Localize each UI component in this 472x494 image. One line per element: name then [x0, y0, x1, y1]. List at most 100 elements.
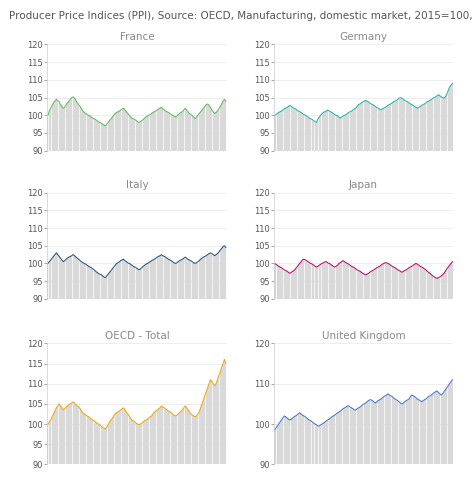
Bar — [442, 394, 443, 464]
Bar — [415, 108, 417, 151]
Bar — [441, 276, 442, 299]
Bar — [168, 411, 169, 464]
Bar — [164, 408, 165, 464]
Bar — [278, 266, 279, 299]
Bar — [376, 268, 377, 299]
Bar — [366, 101, 368, 151]
Bar — [92, 118, 93, 151]
Bar — [350, 265, 351, 299]
Bar — [278, 113, 279, 151]
Bar — [193, 263, 194, 299]
Bar — [425, 270, 426, 299]
Bar — [289, 105, 290, 151]
Bar — [302, 114, 303, 151]
Bar — [390, 396, 391, 464]
Bar — [303, 115, 304, 151]
Bar — [122, 409, 123, 464]
Bar — [108, 123, 109, 151]
Bar — [428, 397, 429, 464]
Bar — [123, 408, 124, 464]
Bar — [347, 114, 348, 151]
Bar — [144, 118, 145, 151]
Bar — [352, 409, 354, 464]
Bar — [294, 271, 295, 299]
Bar — [112, 117, 113, 151]
Bar — [126, 262, 127, 299]
Bar — [301, 113, 302, 151]
Bar — [317, 266, 319, 299]
Bar — [96, 423, 98, 464]
Bar — [102, 276, 103, 299]
Bar — [291, 272, 292, 299]
Bar — [82, 412, 84, 464]
Bar — [277, 265, 278, 299]
Bar — [407, 102, 408, 151]
Bar — [187, 259, 189, 299]
Bar — [49, 111, 50, 151]
Bar — [85, 264, 86, 299]
Bar — [281, 111, 282, 151]
Bar — [298, 414, 299, 464]
Bar — [365, 403, 366, 464]
Bar — [145, 420, 147, 464]
Bar — [194, 417, 195, 464]
Bar — [375, 106, 376, 151]
Bar — [371, 104, 372, 151]
Bar — [103, 428, 104, 464]
Bar — [92, 420, 93, 464]
Bar — [330, 264, 331, 299]
Bar — [317, 119, 319, 151]
Bar — [161, 406, 162, 464]
Bar — [427, 398, 428, 464]
Bar — [176, 116, 177, 151]
Bar — [355, 108, 356, 151]
Bar — [176, 263, 177, 299]
Bar — [172, 115, 173, 151]
Bar — [151, 114, 152, 151]
Bar — [172, 262, 173, 299]
Bar — [327, 110, 329, 151]
Bar — [438, 278, 439, 299]
Bar — [56, 408, 57, 464]
Bar — [85, 415, 86, 464]
Bar — [310, 421, 312, 464]
Bar — [428, 101, 429, 151]
Bar — [177, 414, 179, 464]
Bar — [418, 108, 420, 151]
Bar — [141, 268, 143, 299]
Bar — [408, 103, 410, 151]
Bar — [326, 262, 327, 299]
Bar — [131, 420, 133, 464]
Bar — [323, 263, 324, 299]
Bar — [420, 266, 421, 299]
Bar — [373, 402, 375, 464]
Bar — [120, 410, 121, 464]
Bar — [155, 411, 156, 464]
Bar — [199, 114, 200, 151]
Bar — [145, 264, 147, 299]
Bar — [80, 409, 81, 464]
Bar — [67, 258, 68, 299]
Bar — [292, 418, 293, 464]
Bar — [192, 115, 193, 151]
Bar — [449, 87, 450, 151]
Bar — [369, 272, 371, 299]
Bar — [173, 415, 175, 464]
Bar — [167, 410, 168, 464]
Bar — [348, 264, 349, 299]
Bar — [427, 271, 428, 299]
Bar — [401, 272, 403, 299]
Bar — [180, 260, 182, 299]
Bar — [80, 261, 81, 299]
Bar — [386, 395, 387, 464]
Bar — [157, 257, 158, 299]
Bar — [50, 260, 51, 299]
Bar — [150, 262, 151, 299]
Bar — [310, 263, 312, 299]
Bar — [71, 256, 72, 299]
Bar — [296, 110, 297, 151]
Bar — [116, 263, 117, 299]
Bar — [278, 424, 279, 464]
Bar — [105, 278, 106, 299]
Bar — [98, 424, 99, 464]
